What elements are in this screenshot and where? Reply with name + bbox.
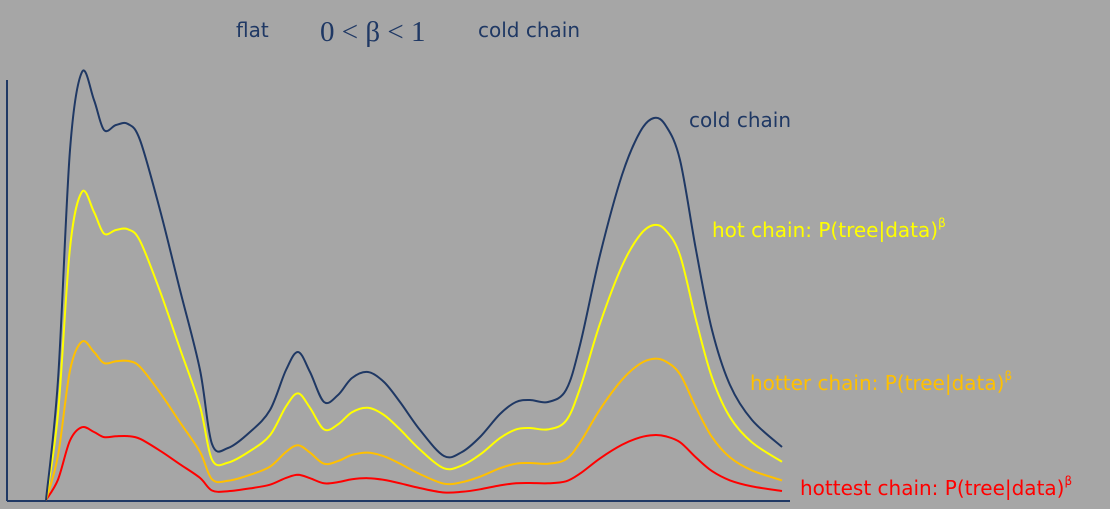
curves-layer bbox=[45, 69, 783, 501]
hotter-chain-curve bbox=[45, 340, 783, 501]
hottest-chain-label: hottest chain: P(tree|data)β bbox=[800, 474, 1073, 500]
header-cold-chain-label: cold chain bbox=[478, 18, 581, 42]
flat-label: flat bbox=[236, 18, 269, 42]
hotter-chain-label: hotter chain: P(tree|data)β bbox=[750, 369, 1013, 395]
cold-chain-label: cold chain bbox=[689, 108, 792, 132]
cold-chain-curve bbox=[45, 69, 783, 501]
beta-range-label: 0 < β < 1 bbox=[320, 16, 426, 48]
hot-chain-curve bbox=[45, 189, 783, 501]
hot-chain-label: hot chain: P(tree|data)β bbox=[712, 216, 946, 242]
hottest-chain-curve bbox=[45, 425, 783, 501]
